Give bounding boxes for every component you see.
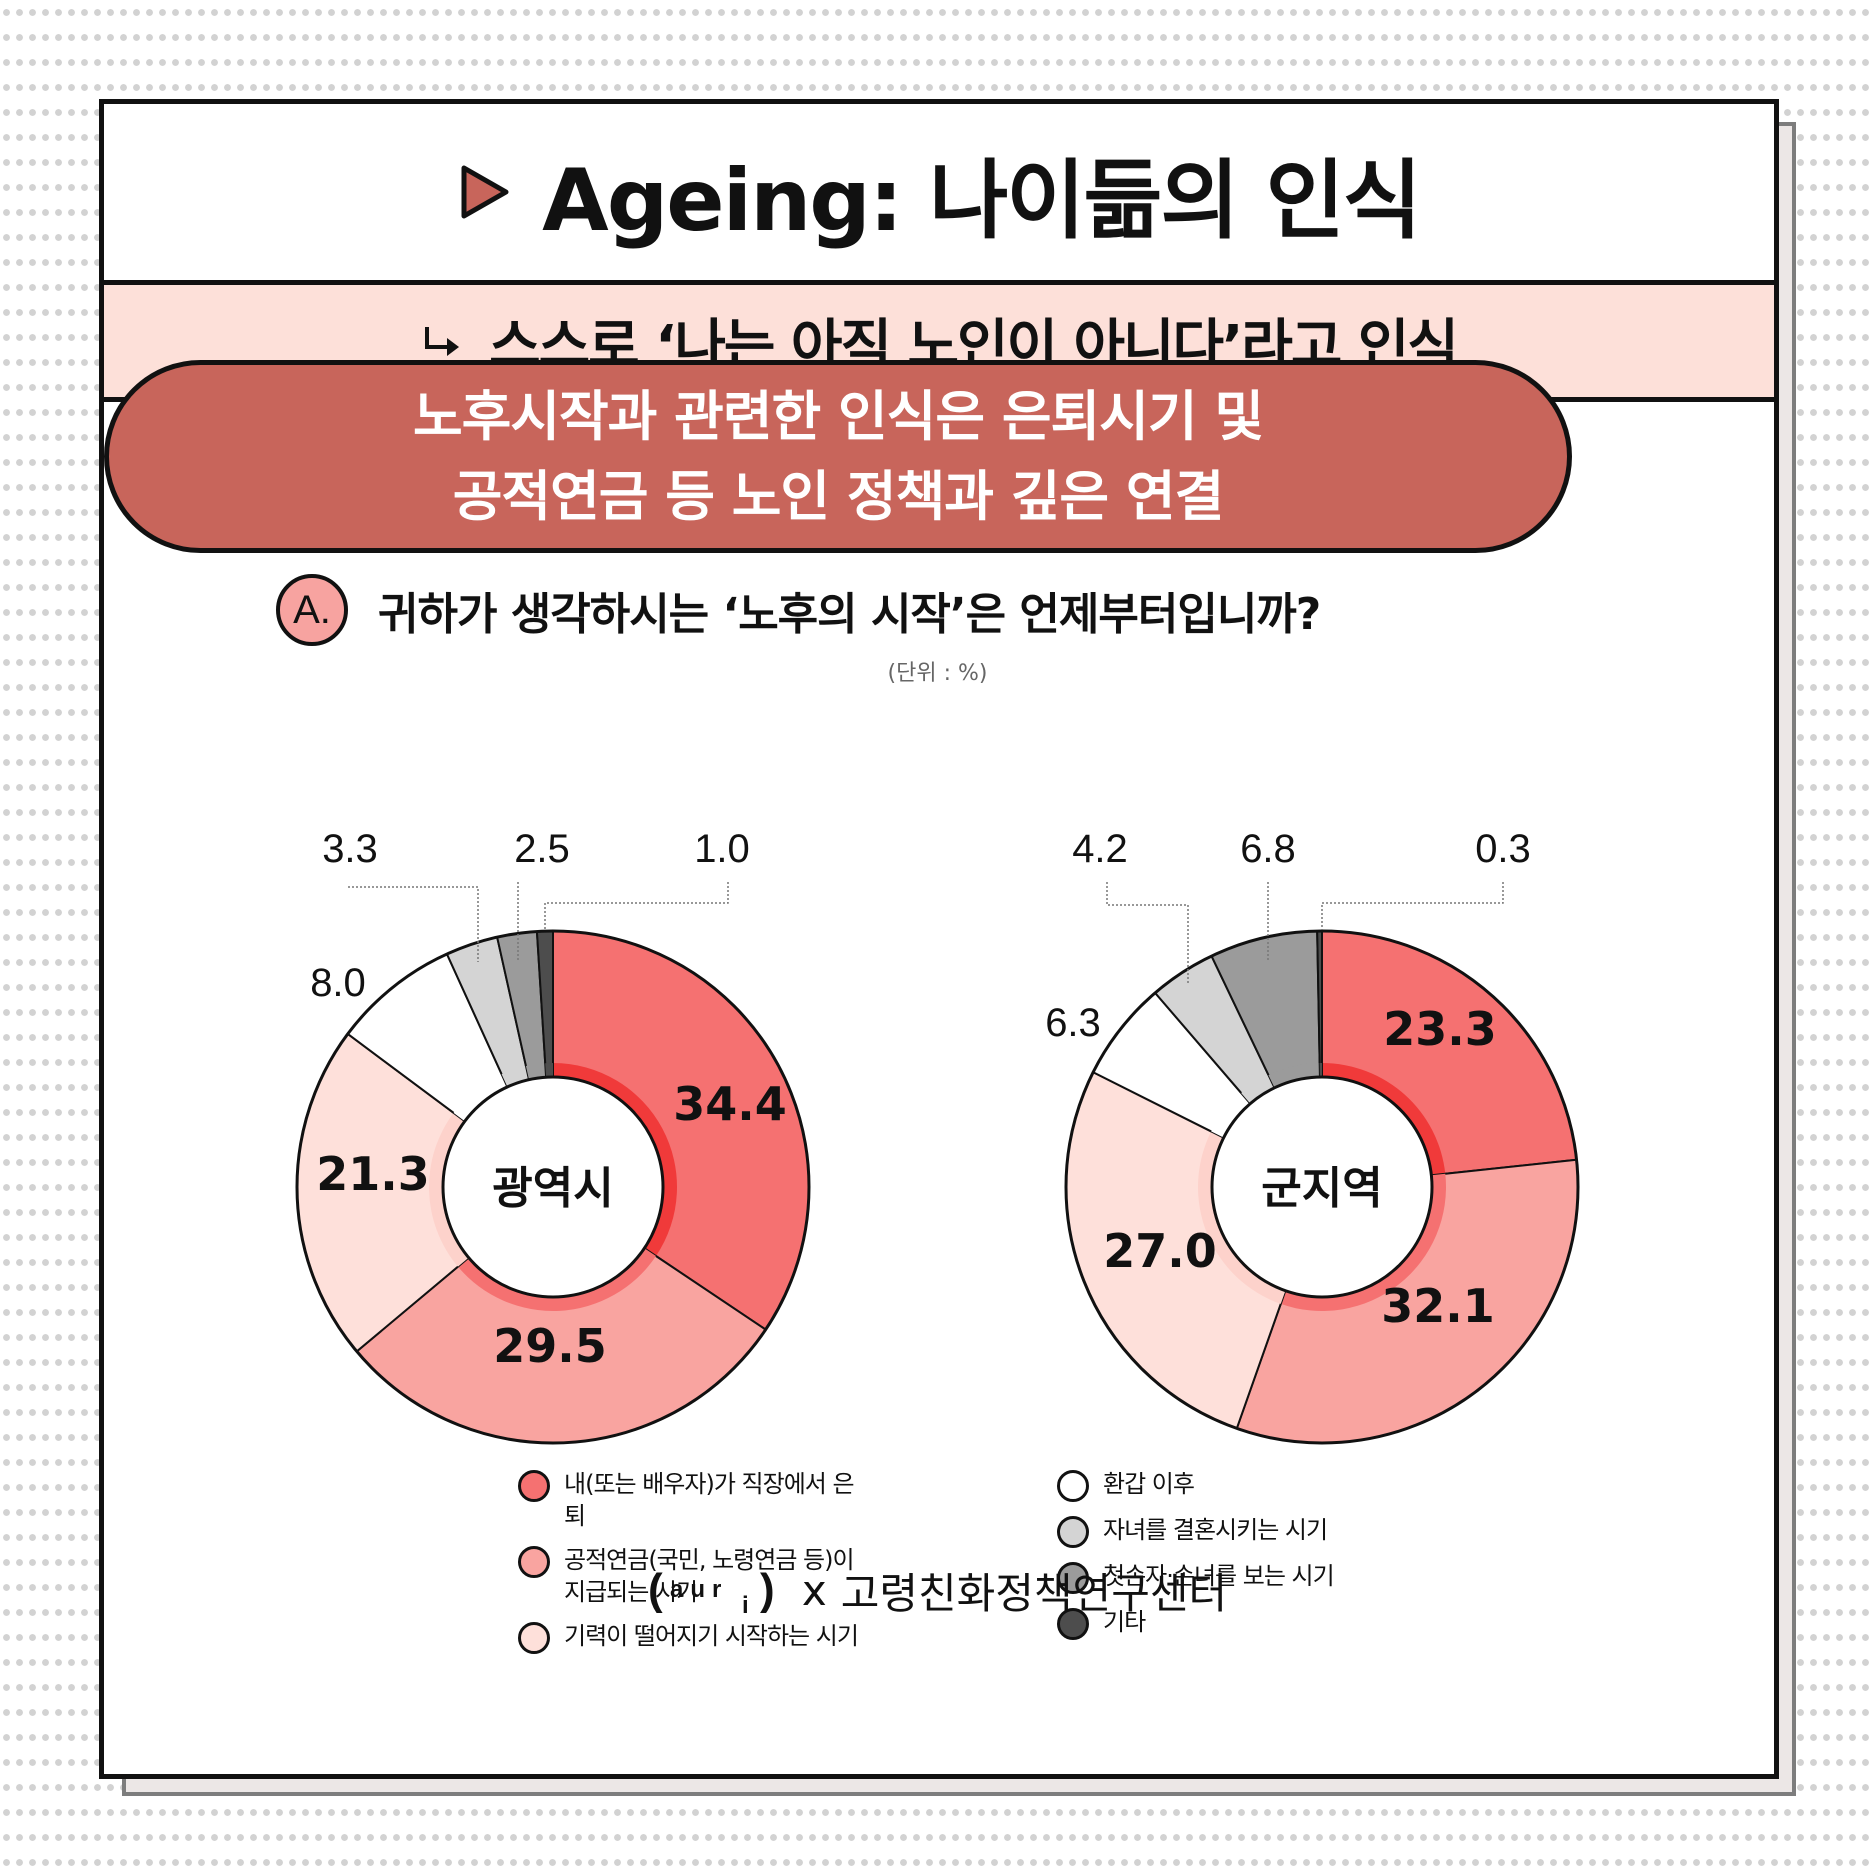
data-label: 29.5 [493, 1319, 607, 1373]
donut-inner-band [1241, 1075, 1275, 1104]
svg-text:): ) [760, 1565, 775, 1614]
donut-inner-band [501, 1065, 530, 1087]
legend-swatch [518, 1546, 550, 1578]
donut-inner-band [457, 1248, 656, 1311]
question-row: A. 귀하가 생각하시는 ‘노후의 시작’은 언제부터입니까? [276, 574, 1321, 646]
leader-line [544, 882, 729, 930]
turn-right-arrow-icon [425, 327, 460, 356]
data-label: 6.3 [1045, 1001, 1101, 1045]
leader-line [1321, 882, 1504, 930]
donut-inner-band [525, 1063, 547, 1080]
data-label: 6.8 [1240, 827, 1296, 871]
legend-label: 기력이 떨어지기 시작하는 시기 [564, 1622, 859, 1650]
data-label: 32.1 [1381, 1279, 1495, 1333]
legend-swatch [1057, 1516, 1089, 1548]
legend-swatch [1057, 1562, 1089, 1594]
legend-swatch [518, 1622, 550, 1654]
donut-inner-band [1211, 1092, 1251, 1138]
donut-inner-band [429, 1112, 469, 1267]
legend-label: 내(또는 배우자)가 직장에서 은퇴 [564, 1470, 855, 1530]
play-icon [461, 165, 509, 219]
legend-item: 환갑 이후 [1057, 1468, 1403, 1502]
data-label: 23.3 [1383, 1002, 1497, 1056]
legend-label: 환갑 이후 [1103, 1470, 1195, 1498]
legend-item: 자녀를 결혼시키는 시기 [1057, 1514, 1403, 1548]
legend-label: 기타 [1103, 1608, 1146, 1636]
question-badge: A. [276, 574, 348, 646]
legend-item: 기력이 떨어지기 시작하는 시기 [518, 1620, 864, 1654]
data-label: 27.0 [1103, 1224, 1217, 1278]
donut-outline [1064, 929, 1580, 1445]
header: Ageing: 나이듦의 인식 [104, 104, 1774, 285]
highlight-pill: 노후시작과 관련한 인식은 은퇴시기 및 공적연금 등 노인 정책과 깊은 연결 [104, 360, 1572, 553]
footer: ( aur i ) x 고령친화정책연구센터 [0, 1560, 1875, 1621]
svg-text:(: ( [648, 1565, 663, 1614]
svg-text:aur: aur [670, 1576, 728, 1603]
donut-inner-band [545, 1063, 553, 1078]
data-label: 4.2 [1072, 827, 1128, 871]
donut-hole [441, 1075, 665, 1299]
legend-item: 기타 [1057, 1606, 1403, 1640]
data-label: 1.0 [694, 827, 750, 871]
donut-inner-band [1280, 1173, 1446, 1311]
donut-inner-band [1268, 1063, 1320, 1088]
legend-item: 첫손자·손녀를 보는 시기 [1057, 1560, 1403, 1594]
legend-label: 첫손자·손녀를 보는 시기 [1103, 1562, 1335, 1590]
legend-label: 공적연금(국민, 노령연금 등)이 지급되는 시기 [564, 1546, 855, 1606]
footer-org: 고령친화정책연구센터 [840, 1569, 1228, 1618]
donut-inner-band [1322, 1063, 1446, 1176]
donut-outline [295, 929, 811, 1445]
legend-item: 공적연금(국민, 노령연금 등)이 지급되는 시기 [518, 1544, 864, 1608]
data-label: 0.3 [1475, 827, 1531, 871]
unit-label: (단위 : %) [887, 661, 988, 686]
legend-label: 자녀를 결혼시키는 시기 [1103, 1516, 1328, 1544]
data-label: 21.3 [316, 1147, 430, 1201]
page-title: Ageing: 나이듦의 인식 [542, 150, 1422, 251]
highlight-line-2: 공적연금 등 노인 정책과 깊은 연결 [452, 464, 1225, 528]
legend-swatch [1057, 1470, 1089, 1502]
auri-logo: ( aur i ) [648, 1565, 775, 1619]
data-label: 3.3 [322, 827, 378, 871]
donut-inner-band [553, 1063, 678, 1257]
data-label: 34.4 [673, 1077, 787, 1131]
donut-inner-band [453, 1074, 508, 1122]
data-label: 8.0 [310, 961, 366, 1005]
footer-separator: x [801, 1566, 827, 1615]
leader-line [1106, 882, 1189, 985]
donut-center-label: 군지역 [1261, 1163, 1382, 1214]
legend-swatch [518, 1470, 550, 1502]
legend-swatch [1057, 1608, 1089, 1640]
data-label: 2.5 [514, 827, 570, 871]
donut-inner-band [1319, 1063, 1322, 1078]
legend-item: 내(또는 배우자)가 직장에서 은퇴 [518, 1468, 864, 1532]
highlight-line-1: 노후시작과 관련한 인식은 은퇴시기 및 [412, 384, 1264, 448]
donut-hole [1210, 1075, 1434, 1299]
leader-line [348, 886, 479, 962]
donut-center-label: 광역시 [492, 1163, 613, 1214]
question-text: 귀하가 생각하시는 ‘노후의 시작’은 언제부터입니까? [378, 589, 1321, 640]
svg-text:i: i [742, 1592, 749, 1619]
